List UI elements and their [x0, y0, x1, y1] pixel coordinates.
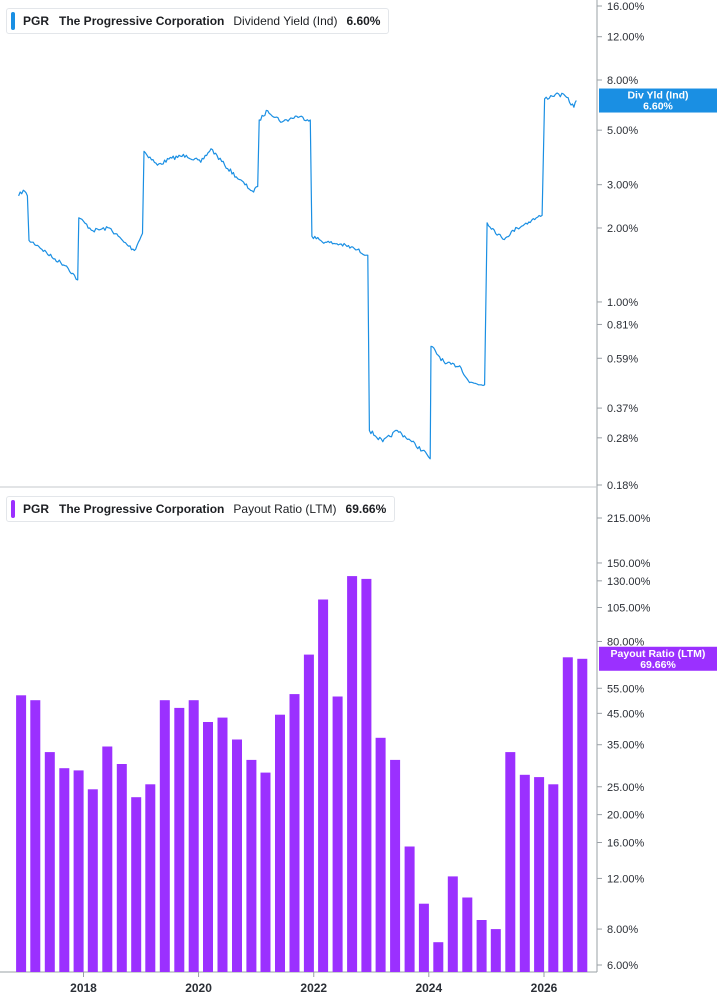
payout-badge-value: 69.66% — [640, 659, 676, 671]
yield-y-tick-label: 0.37% — [607, 403, 638, 415]
payout-badge-label: Payout Ratio (LTM) — [611, 648, 706, 660]
yield-y-tick-label: 8.00% — [607, 75, 638, 87]
payout-y-tick-label: 6.00% — [607, 960, 638, 972]
payout-bar — [347, 576, 358, 972]
payout-bar — [260, 772, 271, 972]
yield-value-badge — [599, 88, 717, 113]
payout-y-tick-label: 35.00% — [607, 740, 645, 752]
payout-bar — [73, 770, 84, 972]
payout-bar — [462, 897, 473, 972]
yield-y-tick-label: 0.18% — [607, 480, 638, 492]
payout-legend-metric: Payout Ratio (LTM) — [233, 502, 337, 516]
payout-bar — [87, 789, 98, 972]
payout-bar — [548, 784, 559, 972]
payout-bar — [59, 768, 70, 972]
payout-bar — [562, 657, 573, 972]
payout-bar — [476, 920, 487, 972]
payout-y-tick-label: 80.00% — [607, 636, 645, 648]
payout-bar — [102, 746, 113, 972]
payout-y-tick-label: 150.00% — [607, 558, 651, 570]
payout-legend-value: 69.66% — [345, 502, 387, 516]
payout-bar — [30, 700, 41, 972]
payout-legend-company: The Progressive Corporation — [59, 502, 225, 516]
yield-legend-metric: Dividend Yield (Ind) — [233, 14, 338, 28]
yield-legend-ticker: PGR — [23, 14, 50, 28]
payout-bar — [246, 759, 257, 972]
x-tick-label: 2020 — [185, 981, 212, 995]
payout-y-tick-label: 16.00% — [607, 837, 645, 849]
yield-legend-company: The Progressive Corporation — [59, 14, 225, 28]
payout-bar — [174, 707, 185, 972]
payout-series-swatch — [11, 500, 15, 518]
payout-bar — [490, 929, 501, 972]
payout-bar — [332, 696, 343, 972]
payout-bar — [217, 717, 228, 972]
payout-bar — [577, 658, 588, 972]
payout-bar — [404, 846, 415, 972]
x-tick-label: 2018 — [70, 981, 97, 995]
yield-y-tick-label: 0.81% — [607, 319, 638, 331]
yield-y-tick-label: 3.00% — [607, 180, 638, 192]
x-tick-label: 2022 — [300, 981, 327, 995]
payout-bar — [275, 714, 285, 972]
x-tick-label: 2026 — [531, 981, 558, 995]
payout-legend-ticker: PGR — [23, 502, 50, 516]
yield-y-tick-label: 5.00% — [607, 125, 638, 137]
payout-value-badge — [599, 646, 717, 671]
payout-bar — [534, 777, 545, 972]
payout-y-tick-label: 215.00% — [607, 513, 651, 525]
yield-legend: PGR The Progressive Corporation Dividend… — [6, 8, 390, 34]
payout-bar — [289, 694, 300, 972]
payout-bar — [116, 764, 127, 972]
payout-bar — [188, 700, 199, 972]
payout-bar — [159, 700, 170, 972]
payout-bar — [390, 759, 401, 972]
payout-y-tick-label: 12.00% — [607, 873, 645, 885]
payout-bar — [44, 752, 55, 972]
yield-badge-value: 6.60% — [643, 101, 673, 113]
payout-bar — [361, 578, 372, 972]
payout-bar — [433, 942, 444, 972]
payout-y-tick-label: 20.00% — [607, 810, 645, 822]
payout-y-tick-label: 8.00% — [607, 924, 638, 936]
payout-y-tick-label: 55.00% — [607, 683, 645, 695]
payout-bar — [375, 737, 386, 972]
yield-y-tick-label: 1.00% — [607, 297, 638, 309]
payout-y-tick-label: 25.00% — [607, 782, 645, 794]
payout-bar — [232, 739, 242, 972]
payout-bar — [447, 876, 458, 972]
payout-bar — [16, 695, 27, 972]
payout-bar — [318, 599, 329, 972]
yield-legend-value: 6.60% — [346, 14, 381, 28]
yield-y-tick-label: 0.28% — [607, 433, 638, 445]
payout-bar — [303, 654, 314, 972]
payout-y-tick-label: 105.00% — [607, 603, 651, 615]
yield-y-tick-label: 16.00% — [607, 1, 645, 13]
yield-badge-label: Div Yld (Ind) — [627, 90, 688, 102]
payout-bar — [505, 752, 516, 972]
payout-y-tick-label: 45.00% — [607, 708, 645, 720]
payout-legend: PGR The Progressive Corporation Payout R… — [6, 496, 396, 522]
yield-y-tick-label: 0.59% — [607, 353, 638, 365]
payout-bar — [519, 774, 530, 972]
payout-bar — [145, 784, 156, 972]
payout-bar — [131, 797, 142, 972]
yield-y-tick-label: 12.00% — [607, 32, 645, 44]
payout-bar — [203, 722, 213, 972]
payout-bar — [418, 903, 429, 972]
x-tick-label: 2024 — [415, 981, 442, 995]
yield-series-swatch — [11, 12, 15, 30]
yield-y-tick-label: 2.00% — [607, 223, 638, 235]
payout-y-tick-label: 130.00% — [607, 576, 651, 588]
dividend-yield-line — [18, 92, 577, 460]
